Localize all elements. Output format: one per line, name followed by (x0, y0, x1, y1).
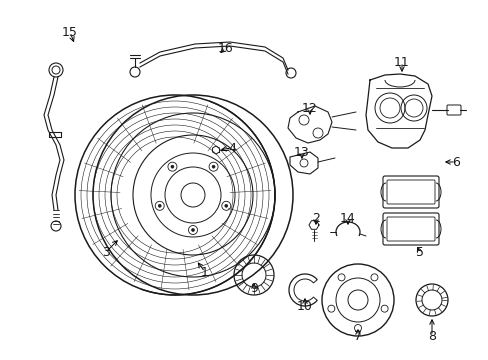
Text: 14: 14 (340, 211, 355, 225)
Text: 5: 5 (415, 247, 423, 260)
Text: 9: 9 (249, 283, 257, 296)
Text: 1: 1 (201, 266, 208, 279)
Text: 2: 2 (311, 211, 319, 225)
Text: 13: 13 (293, 145, 309, 158)
Text: 6: 6 (451, 156, 459, 168)
Text: 16: 16 (218, 41, 233, 54)
Circle shape (171, 165, 174, 168)
Text: 7: 7 (353, 329, 361, 342)
Circle shape (191, 229, 194, 231)
Circle shape (224, 204, 227, 207)
Text: 10: 10 (296, 301, 312, 314)
Circle shape (158, 204, 161, 207)
Text: 15: 15 (62, 26, 78, 39)
Text: 12: 12 (302, 102, 317, 114)
Circle shape (212, 165, 215, 168)
Text: 11: 11 (393, 55, 409, 68)
Text: 8: 8 (427, 329, 435, 342)
Text: 3: 3 (102, 246, 110, 258)
Text: 4: 4 (227, 141, 235, 154)
